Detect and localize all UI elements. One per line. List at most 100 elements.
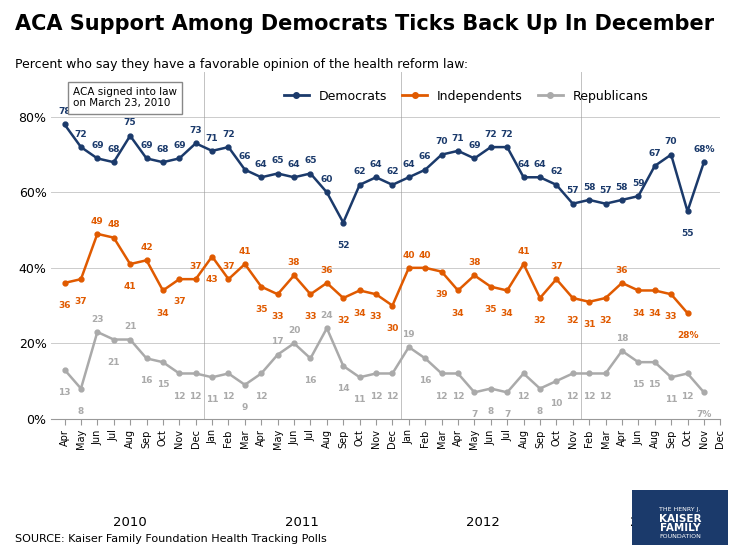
- Text: 52: 52: [337, 241, 350, 250]
- Text: 11: 11: [354, 395, 366, 404]
- Text: 35: 35: [255, 305, 268, 314]
- Text: 7%: 7%: [696, 410, 711, 419]
- Text: 65: 65: [304, 156, 317, 165]
- Text: 37: 37: [550, 262, 563, 271]
- Text: 62: 62: [354, 168, 366, 176]
- Text: 72: 72: [222, 129, 234, 139]
- Text: 64: 64: [370, 160, 382, 169]
- Text: 70: 70: [435, 137, 448, 147]
- Text: 32: 32: [337, 316, 350, 325]
- Text: 37: 37: [190, 262, 202, 271]
- Text: 12: 12: [567, 392, 579, 401]
- Text: 40: 40: [419, 251, 431, 260]
- Text: 69: 69: [173, 141, 186, 150]
- Text: 48: 48: [107, 220, 120, 229]
- Text: 34: 34: [648, 309, 661, 317]
- Text: 64: 64: [517, 160, 530, 169]
- Text: 12: 12: [222, 392, 234, 401]
- Text: 34: 34: [501, 309, 514, 317]
- Text: 11: 11: [665, 395, 678, 404]
- Text: 68: 68: [107, 145, 120, 154]
- Text: 34: 34: [632, 309, 645, 317]
- Text: 72: 72: [501, 129, 514, 139]
- Text: 2012: 2012: [466, 516, 500, 529]
- Text: 28%: 28%: [677, 331, 698, 340]
- Text: 64: 64: [534, 160, 546, 169]
- Text: 32: 32: [567, 316, 579, 325]
- Text: 42: 42: [140, 243, 153, 252]
- Text: 16: 16: [419, 376, 431, 386]
- Text: 16: 16: [140, 376, 153, 386]
- Text: 37: 37: [222, 262, 234, 271]
- Text: 12: 12: [517, 392, 530, 401]
- Legend: Democrats, Independents, Republicans: Democrats, Independents, Republicans: [279, 85, 653, 108]
- Text: 33: 33: [304, 312, 317, 321]
- Text: 64: 64: [288, 160, 301, 169]
- Text: 73: 73: [190, 126, 202, 135]
- Text: 33: 33: [271, 312, 284, 321]
- Text: 12: 12: [435, 392, 448, 401]
- Text: 8: 8: [487, 407, 494, 415]
- Text: 78: 78: [58, 107, 71, 116]
- Text: 62: 62: [386, 168, 398, 176]
- Text: 71: 71: [452, 133, 465, 143]
- Text: 65: 65: [271, 156, 284, 165]
- Text: 36: 36: [320, 266, 333, 274]
- Text: 12: 12: [190, 392, 202, 401]
- Text: 21: 21: [124, 322, 137, 331]
- Text: 14: 14: [337, 384, 350, 393]
- Text: 36: 36: [616, 266, 628, 274]
- Text: 75: 75: [123, 118, 137, 127]
- Text: 69: 69: [140, 141, 153, 150]
- Text: 40: 40: [403, 251, 415, 260]
- Text: 12: 12: [370, 392, 382, 401]
- Text: 33: 33: [665, 312, 678, 321]
- Text: 2013: 2013: [630, 516, 664, 529]
- Text: 57: 57: [599, 186, 612, 196]
- Text: 2011: 2011: [285, 516, 319, 529]
- Text: 9: 9: [242, 403, 248, 412]
- Text: 49: 49: [91, 217, 104, 225]
- Text: 59: 59: [632, 179, 645, 188]
- Text: 36: 36: [58, 301, 71, 310]
- Text: 58: 58: [583, 182, 595, 192]
- Text: 12: 12: [386, 392, 398, 401]
- Text: 72: 72: [75, 129, 87, 139]
- Text: 19: 19: [403, 329, 415, 339]
- Text: 34: 34: [354, 309, 366, 317]
- Text: 37: 37: [75, 297, 87, 306]
- Text: FOUNDATION: FOUNDATION: [659, 534, 700, 539]
- Text: KAISER: KAISER: [659, 514, 701, 524]
- Text: 8: 8: [537, 407, 543, 415]
- Text: 12: 12: [599, 392, 612, 401]
- Text: 71: 71: [206, 133, 218, 143]
- Text: 64: 64: [403, 160, 415, 169]
- Text: 70: 70: [665, 137, 678, 147]
- Text: SOURCE: Kaiser Family Foundation Health Tracking Polls: SOURCE: Kaiser Family Foundation Health …: [15, 534, 326, 544]
- Text: 8: 8: [78, 407, 84, 415]
- Text: 7: 7: [471, 410, 478, 419]
- Text: Percent who say they have a favorable opinion of the health reform law:: Percent who say they have a favorable op…: [15, 58, 467, 71]
- Text: 12: 12: [173, 392, 185, 401]
- Text: THE HENRY J.: THE HENRY J.: [659, 507, 700, 512]
- Text: 2010: 2010: [113, 516, 147, 529]
- Text: 15: 15: [157, 380, 169, 389]
- Text: 34: 34: [157, 309, 169, 317]
- Text: 15: 15: [632, 380, 645, 389]
- Text: 33: 33: [370, 312, 382, 321]
- Text: 32: 32: [599, 316, 612, 325]
- Text: 68: 68: [157, 145, 169, 154]
- Text: 23: 23: [91, 315, 104, 323]
- Text: 16: 16: [304, 376, 317, 386]
- Text: ACA Support Among Democrats Ticks Back Up In December: ACA Support Among Democrats Ticks Back U…: [15, 14, 714, 34]
- Text: 58: 58: [616, 182, 628, 192]
- Text: 32: 32: [534, 316, 546, 325]
- Text: 31: 31: [583, 320, 595, 329]
- Text: 66: 66: [239, 153, 251, 161]
- Text: 37: 37: [173, 297, 186, 306]
- Text: 35: 35: [484, 305, 497, 314]
- Text: 60: 60: [320, 175, 333, 184]
- Text: 7: 7: [504, 410, 510, 419]
- Text: 13: 13: [58, 388, 71, 397]
- Text: 66: 66: [419, 153, 431, 161]
